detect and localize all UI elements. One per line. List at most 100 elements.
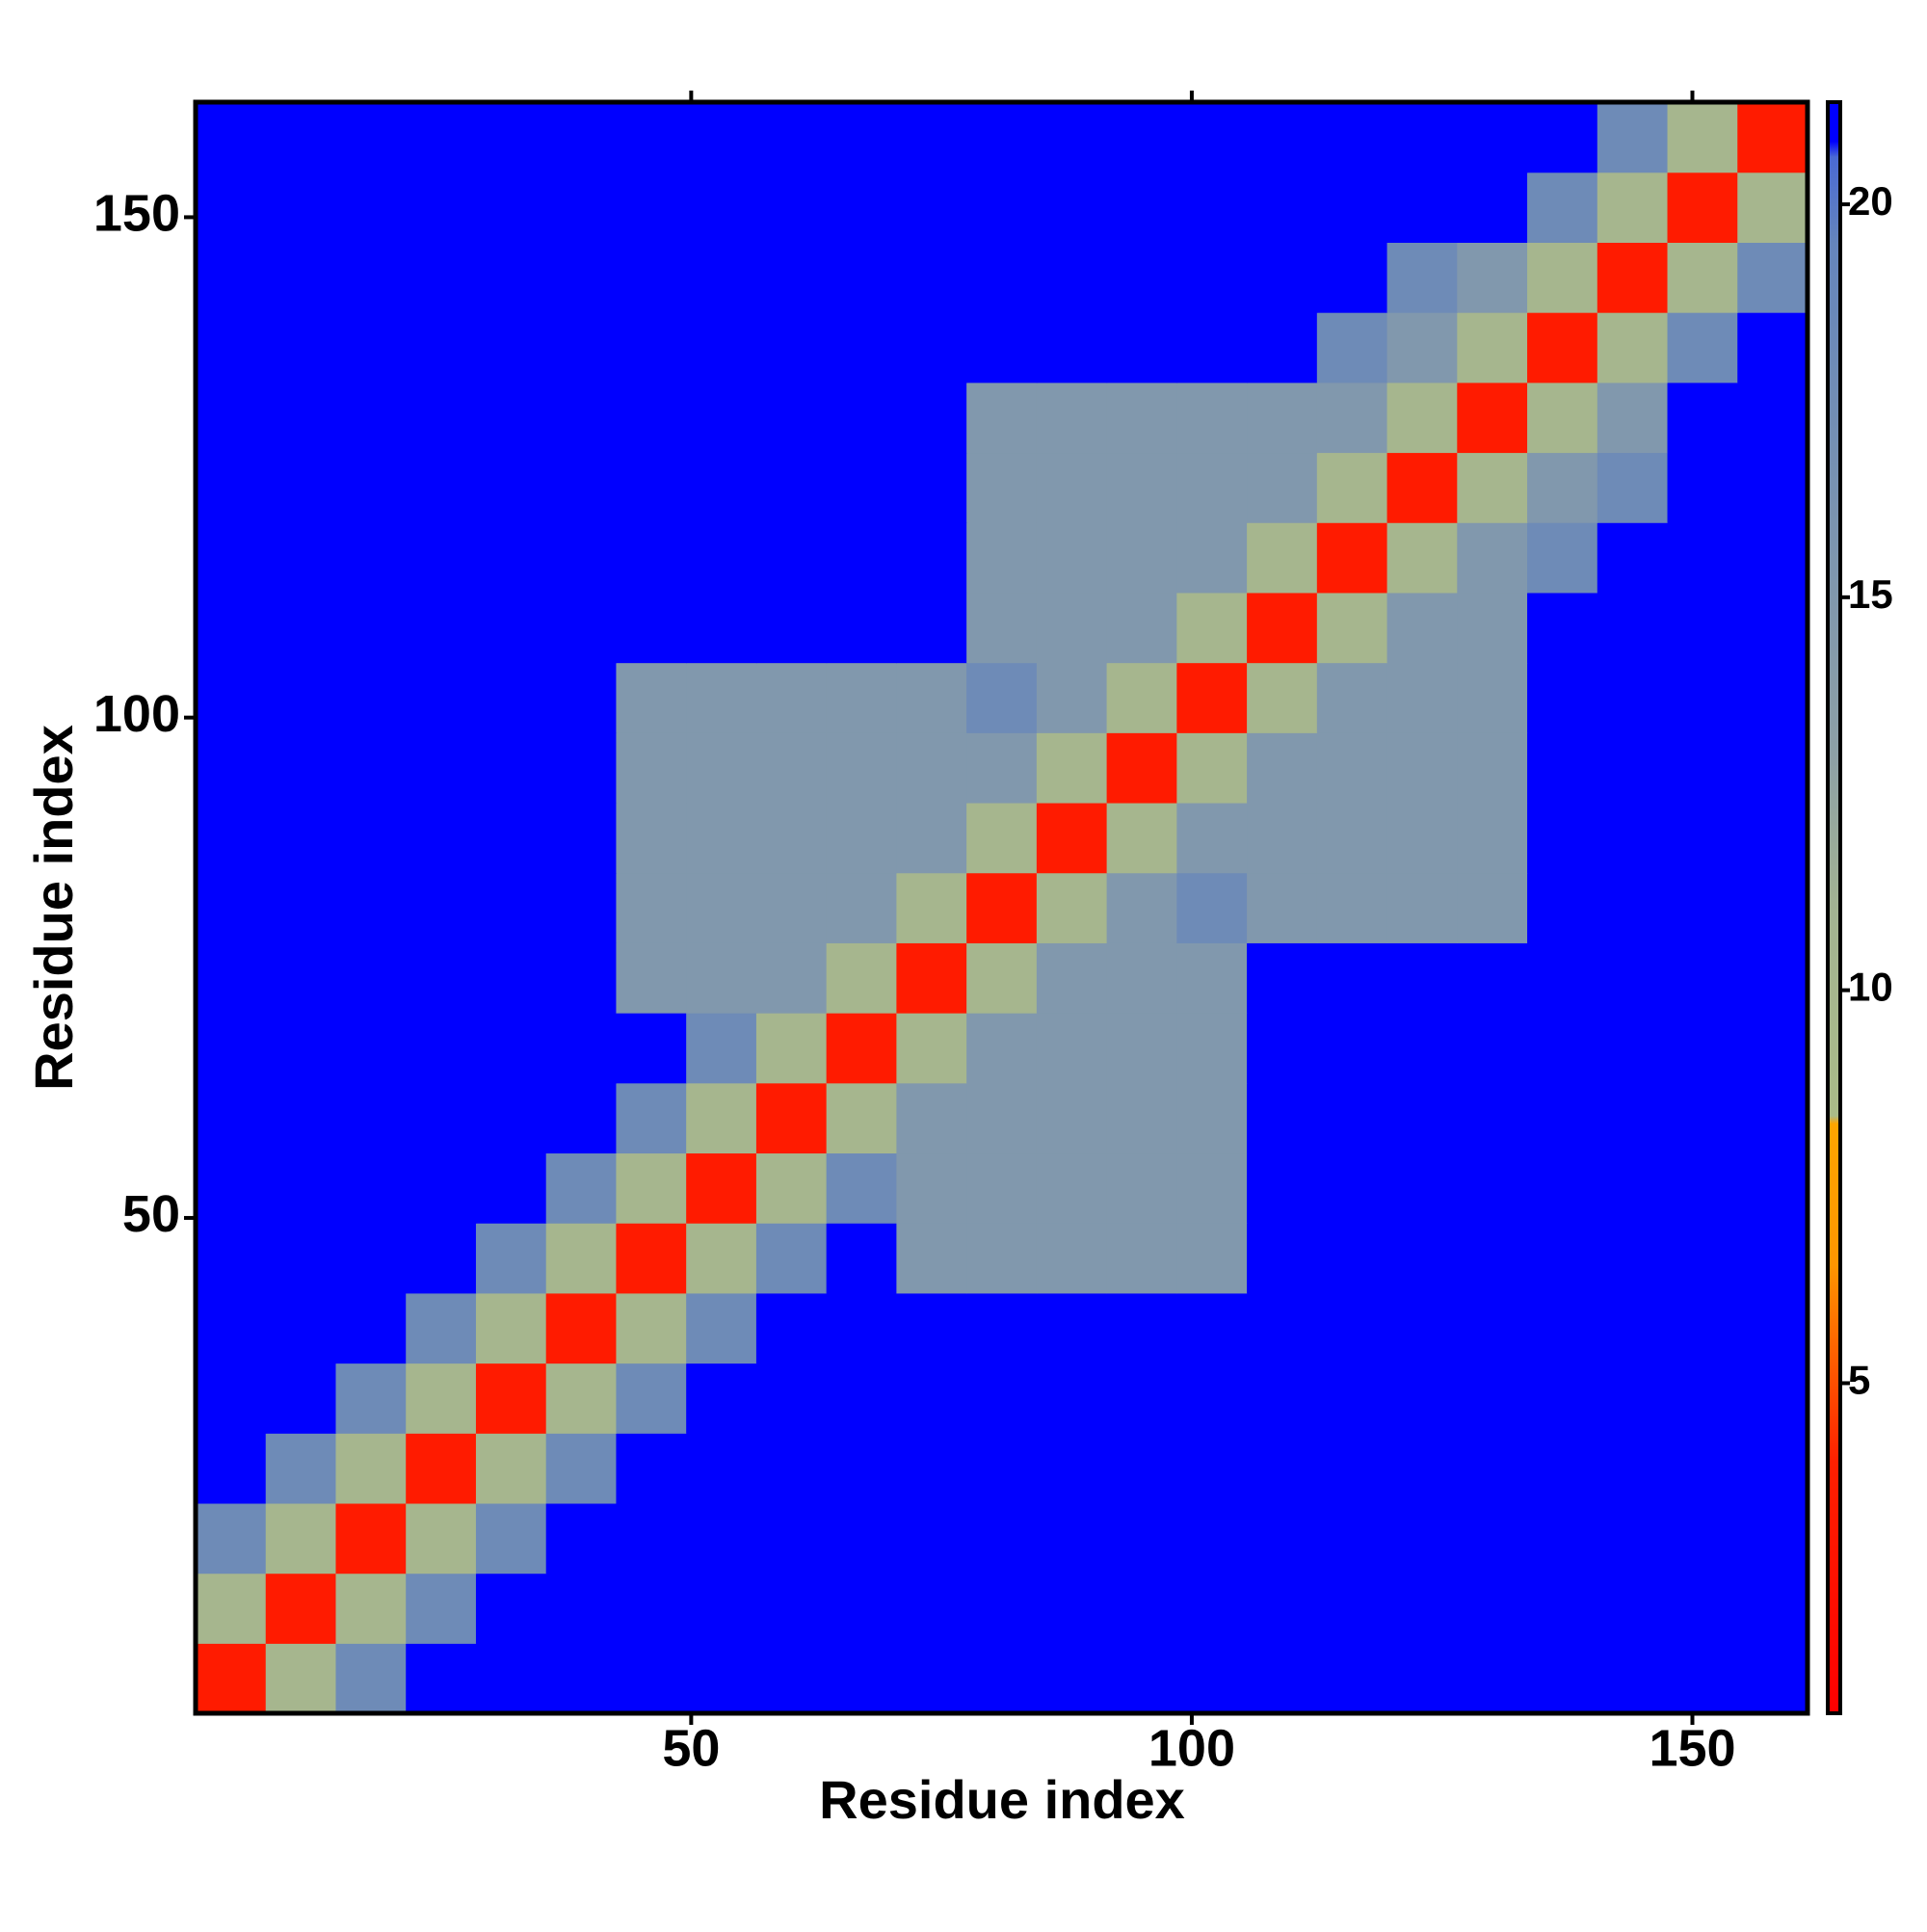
heatmap-cell <box>265 1502 337 1575</box>
heatmap-cell <box>1247 382 1318 454</box>
heatmap-cell <box>1106 1013 1177 1084</box>
heatmap-cell <box>1667 592 1738 664</box>
heatmap-cell <box>1036 242 1108 313</box>
heatmap-cell <box>265 1643 337 1714</box>
heatmap-cell <box>1247 662 1318 733</box>
heatmap-cell <box>1316 1363 1388 1434</box>
heatmap-cell <box>1527 662 1598 733</box>
heatmap-cell <box>1597 1502 1669 1575</box>
heatmap-cell <box>475 732 547 804</box>
heatmap-cell <box>406 102 477 173</box>
heatmap-cell <box>1106 242 1177 313</box>
heatmap-cell <box>1106 1082 1177 1154</box>
heatmap-cell <box>265 382 337 454</box>
heatmap-cell <box>406 802 477 874</box>
heatmap-cell <box>1737 872 1808 943</box>
heatmap-cell <box>1247 802 1318 874</box>
heatmap-cell <box>406 242 477 313</box>
heatmap-cell <box>335 802 407 874</box>
heatmap-cell <box>335 1502 407 1575</box>
heatmap-cell <box>1316 382 1388 454</box>
heatmap-cell <box>1247 592 1318 664</box>
heatmap-cell <box>1386 1292 1458 1364</box>
heatmap-cell <box>826 102 897 173</box>
heatmap-cell <box>1386 1363 1458 1434</box>
heatmap-cell <box>1597 102 1669 173</box>
heatmap-cell <box>1247 1573 1318 1644</box>
heatmap-cell <box>1176 1433 1248 1504</box>
heatmap-cell <box>196 1433 267 1504</box>
heatmap-cell <box>1036 942 1108 1014</box>
heatmap-cell <box>686 1502 757 1575</box>
heatmap-cell <box>335 172 407 243</box>
heatmap-cell <box>755 732 828 804</box>
heatmap-cell <box>966 382 1038 454</box>
heatmap-cell <box>1106 382 1177 454</box>
heatmap-cell <box>1386 1013 1458 1084</box>
heatmap-cell <box>265 732 337 804</box>
heatmap-cell <box>1737 1152 1808 1224</box>
heatmap-cell <box>755 242 828 313</box>
heatmap-cell <box>406 1152 477 1224</box>
heatmap-cell <box>616 592 687 664</box>
heatmap-cell <box>1386 522 1458 594</box>
heatmap-cell <box>545 802 618 874</box>
heatmap-cell <box>686 1223 757 1294</box>
heatmap-cell <box>686 452 757 523</box>
heatmap-cell <box>196 1502 267 1575</box>
heatmap-cell <box>1036 1433 1108 1504</box>
heatmap-cell <box>196 102 267 173</box>
heatmap-cell <box>1316 662 1388 733</box>
heatmap-cell <box>1247 1082 1318 1154</box>
heatmap-cell <box>406 942 477 1014</box>
heatmap-cell <box>616 1573 687 1644</box>
heatmap-cell <box>686 1152 757 1224</box>
heatmap-cell <box>1597 1152 1669 1224</box>
heatmap-cell <box>545 1013 618 1084</box>
heatmap-cell <box>1036 1643 1108 1714</box>
heatmap-cell <box>1527 102 1598 173</box>
heatmap-cell <box>545 102 618 173</box>
heatmap-cell <box>1737 1502 1808 1575</box>
heatmap-cell <box>1176 1082 1248 1154</box>
heatmap-cell <box>686 1363 757 1434</box>
heatmap-cell <box>1667 1223 1738 1294</box>
heatmap-cell <box>616 312 687 384</box>
heatmap-cell <box>406 1573 477 1644</box>
heatmap-cell <box>1386 802 1458 874</box>
heatmap-cell <box>755 662 828 733</box>
heatmap-cell <box>1457 382 1528 454</box>
heatmap-cell <box>1527 1223 1598 1294</box>
heatmap-cell <box>1106 1573 1177 1644</box>
heatmap-cell <box>1737 172 1808 243</box>
heatmap-cell <box>686 242 757 313</box>
y-tick-label: 100 <box>93 685 180 743</box>
heatmap-cell <box>1457 1152 1528 1224</box>
heatmap-cell <box>826 452 897 523</box>
heatmap-cell <box>1386 592 1458 664</box>
heatmap-cell <box>1457 732 1528 804</box>
heatmap-cell <box>1527 1433 1598 1504</box>
heatmap-cell <box>335 1223 407 1294</box>
heatmap-cell <box>1247 242 1318 313</box>
heatmap-cell <box>826 1082 897 1154</box>
heatmap-cell <box>686 102 757 173</box>
heatmap-cell <box>1036 312 1108 384</box>
heatmap-cell <box>966 1643 1038 1714</box>
heatmap-cell <box>1247 1292 1318 1364</box>
heatmap-cell <box>686 1292 757 1364</box>
heatmap-cell <box>196 592 267 664</box>
heatmap-cell <box>475 592 547 664</box>
heatmap-cell <box>1527 1502 1598 1575</box>
heatmap-cell <box>545 592 618 664</box>
heatmap-cell <box>966 172 1038 243</box>
heatmap-cell <box>1247 1643 1318 1714</box>
heatmap-cell <box>1386 732 1458 804</box>
heatmap-cell <box>196 1292 267 1364</box>
heatmap-cell <box>826 732 897 804</box>
heatmap-cell <box>1527 242 1598 313</box>
heatmap-cell <box>1457 942 1528 1014</box>
heatmap-cell <box>896 732 967 804</box>
heatmap-cell <box>686 312 757 384</box>
